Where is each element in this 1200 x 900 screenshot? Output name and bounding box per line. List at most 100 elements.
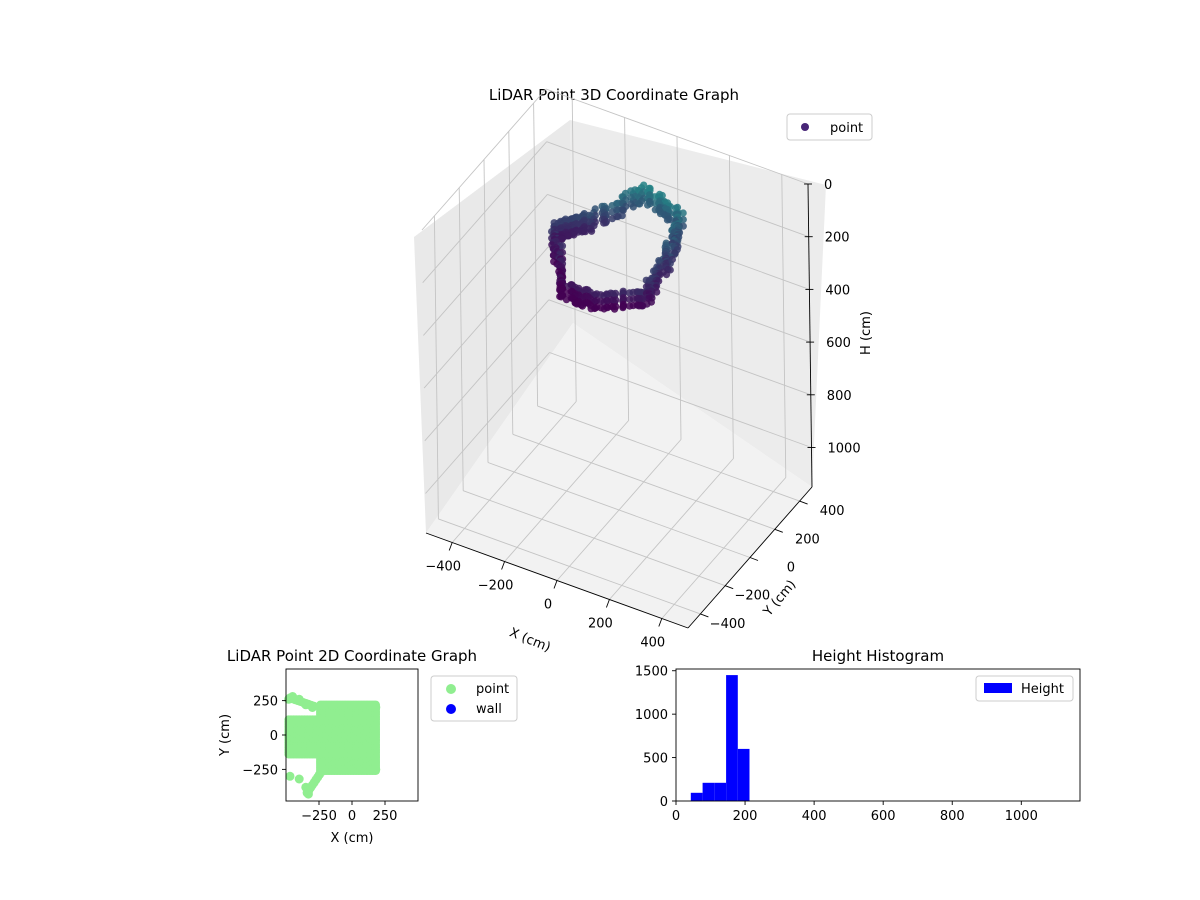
grid-3d-y-left: [533, 103, 539, 407]
z-ticks-3d: 0 200 400 600 800 1000: [804, 178, 861, 457]
x-tick-3d: [658, 618, 663, 627]
legend-2d-marker-wall: [446, 704, 456, 714]
histogram-title: Height Histogram: [812, 647, 944, 665]
z-tick-label-3d: 600: [826, 336, 851, 351]
legend-hist-swatch: [984, 683, 1012, 693]
histogram-frame: [675, 668, 1081, 802]
scatter-2d-point: [371, 703, 381, 712]
chart-histogram: Height Histogram 0 200 400 600 800 1000 0 500 10…: [635, 647, 1081, 824]
grid-3d-z-left: [423, 194, 548, 336]
scatter-2d-point: [294, 774, 304, 784]
legend-2d-label-point: point: [476, 682, 509, 697]
legend-hist-label: Height: [1021, 682, 1064, 697]
scatter-2d-point: [285, 771, 295, 781]
x-tick-label-2d: 250: [373, 809, 398, 824]
histogram-x-tick-label: 200: [733, 809, 758, 824]
x-tick-3d: [448, 542, 453, 551]
histogram-ticks: 0 200 400 600 800 1000 0 500 1000 1500: [635, 665, 1038, 824]
point-3d: [679, 209, 687, 217]
scatter-2d-point: [318, 764, 328, 774]
histogram-bar: [714, 782, 726, 801]
y-axis-label-2d: Y (cm): [218, 714, 233, 757]
scatter-2d-point: [285, 719, 295, 729]
point-3d: [608, 208, 616, 216]
chart-2d: LiDAR Point 2D Coordinate Graph −250 0 250…: [218, 647, 518, 846]
histogram-x-tick-label: 600: [871, 809, 896, 824]
grid-3d-z-back: [549, 352, 812, 448]
point-3d: [653, 288, 661, 296]
grid-3d: [421, 88, 812, 619]
z-axis-line-3d: [807, 183, 813, 488]
y-tick-label-2d: 0: [270, 729, 278, 744]
z-tick-label-3d: 400: [825, 283, 850, 298]
grid-3d-z-back: [545, 88, 809, 185]
z-axis-label-3d: H (cm): [859, 311, 874, 355]
y-tick-label-2d: −250: [242, 763, 278, 778]
y-tick-3d: [799, 500, 808, 505]
point-3d: [588, 227, 596, 235]
histogram-bar: [726, 675, 738, 801]
point-3d: [626, 295, 634, 304]
x-tick-label-3d: −400: [425, 560, 461, 575]
grid-3d-y-left: [458, 187, 464, 491]
y-tick-3d: [725, 585, 734, 590]
pane-floor: [426, 323, 812, 628]
point-3d: [625, 289, 634, 297]
point-3d: [635, 295, 643, 303]
histogram-x-tick-label: 0: [672, 809, 680, 824]
grid-3d-z-left: [423, 246, 549, 389]
scatter-2d-marks: [284, 692, 381, 799]
point-3d: [619, 206, 627, 214]
point-3d: [619, 304, 627, 312]
grid-3d-y-floor: [487, 462, 751, 558]
x-tick-3d: [501, 561, 506, 570]
y-tick-label-3d: −400: [710, 617, 746, 632]
scatter-2d-point: [309, 701, 319, 711]
y-tick-3d: [700, 613, 709, 618]
histogram-y-tick-label: 1000: [635, 708, 668, 723]
legend-2d-label-wall: wall: [476, 702, 502, 717]
grid-3d-y-floor: [463, 490, 726, 587]
grid-3d-y-left: [433, 215, 439, 519]
pane-back: [570, 120, 826, 487]
scatter-2d-point: [286, 744, 296, 754]
point-3d: [662, 271, 671, 279]
grid-3d-x-back: [728, 155, 734, 459]
legend-3d-label: point: [830, 121, 863, 136]
y-tick-label-2d: 250: [253, 695, 278, 710]
legend-hist-box: [975, 675, 1074, 702]
scatter-2d-point: [371, 764, 381, 774]
legend-3d-box: [786, 113, 873, 141]
pane-left: [414, 120, 573, 533]
point-3d: [608, 202, 616, 210]
histogram-bar: [737, 748, 750, 801]
point-3d: [558, 235, 566, 243]
point-3d: [635, 302, 643, 310]
z-tick-label-3d: 1000: [828, 442, 861, 457]
point-3d: [636, 200, 644, 208]
grid-3d-x-back: [676, 136, 682, 440]
point-3d: [644, 201, 652, 209]
point-3d: [611, 305, 619, 313]
y-tick-label-3d: 200: [795, 532, 820, 547]
y-tick-label-3d: 0: [787, 561, 795, 576]
y-tick-label-3d: 400: [820, 504, 845, 519]
grid-3d-z-back: [548, 299, 811, 396]
x-axis-label-2d: X (cm): [331, 831, 374, 846]
histogram-bars: [690, 675, 750, 802]
grid-3d-x-back: [624, 117, 630, 421]
grid-3d-y-floor: [537, 405, 800, 502]
y-tick-3d: [749, 557, 759, 561]
histogram-x-tick-label: 400: [802, 809, 827, 824]
histogram-x-tick-label: 800: [940, 809, 965, 824]
z-tick-label-3d: 0: [824, 178, 832, 193]
chart-3d: LiDAR Point 3D Coordinate Graph −400 −200…: [414, 86, 874, 655]
grid-3d-z-left: [424, 299, 550, 442]
point-3d: [587, 305, 595, 313]
point-3d: [635, 289, 643, 297]
y-tick-3d: [774, 528, 783, 533]
legend-hist: Height: [975, 675, 1074, 702]
x-tick-label-3d: −200: [478, 579, 514, 594]
histogram-y-tick-label: 1500: [635, 665, 668, 680]
grid-3d-x-back: [781, 174, 787, 478]
